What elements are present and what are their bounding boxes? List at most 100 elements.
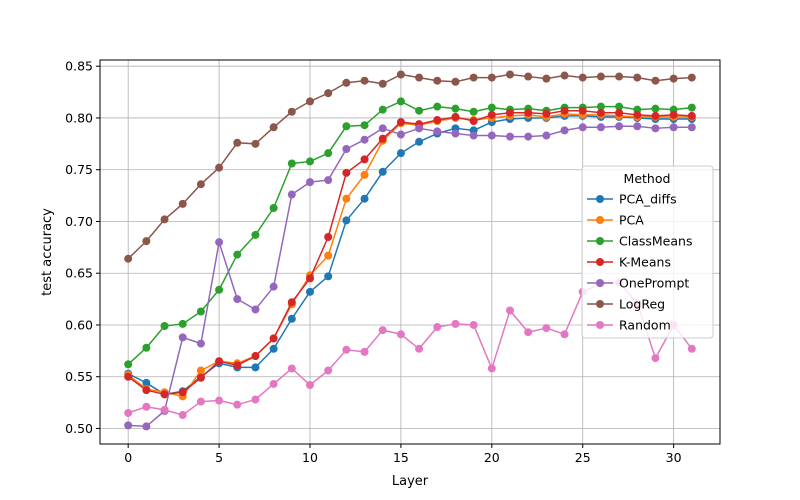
legend-label: PCA (619, 213, 644, 228)
data-point-k-means (687, 111, 696, 120)
data-point-oneprompt (196, 339, 205, 348)
data-point-random (687, 344, 696, 353)
data-point-classmeans (306, 157, 314, 166)
x-tick-label: 15 (393, 450, 409, 465)
data-point-pca-diffs (324, 272, 333, 281)
data-point-classmeans (469, 107, 478, 116)
data-point-random (324, 366, 333, 375)
data-point-k-means (615, 108, 624, 117)
data-point-random (306, 381, 314, 390)
data-point-classmeans (687, 103, 696, 112)
data-point-k-means (269, 334, 278, 343)
legend-entry-oneprompt: OnePrompt (587, 276, 689, 291)
y-tick-label: 0.65 (65, 266, 93, 281)
data-point-oneprompt (215, 238, 224, 247)
data-point-oneprompt (233, 295, 242, 304)
data-point-logreg (124, 254, 133, 263)
legend-entry-pca-diffs: PCA_diffs (587, 192, 677, 207)
data-point-random (415, 344, 424, 353)
data-point-classmeans (396, 97, 405, 106)
data-point-logreg (651, 76, 660, 85)
data-point-random (506, 306, 514, 315)
data-point-logreg (378, 79, 387, 88)
data-point-oneprompt (342, 145, 351, 154)
data-point-k-means (233, 361, 242, 370)
data-point-classmeans (215, 285, 224, 294)
data-point-logreg (196, 180, 205, 189)
x-tick-label: 0 (124, 450, 132, 465)
data-point-classmeans (615, 102, 624, 111)
data-point-classmeans (342, 122, 351, 131)
series-logreg (124, 70, 696, 263)
data-point-pca-diffs (269, 344, 278, 353)
data-point-oneprompt (651, 124, 660, 133)
data-point-pca (342, 194, 351, 203)
data-point-oneprompt (251, 305, 260, 314)
y-tick-label: 0.60 (65, 317, 93, 332)
y-tick-label: 0.80 (65, 110, 93, 125)
data-point-random (524, 328, 533, 337)
data-point-classmeans (415, 106, 424, 115)
data-point-pca (196, 366, 205, 375)
data-point-k-means (542, 109, 551, 118)
data-point-oneprompt (633, 122, 642, 131)
data-point-classmeans (451, 104, 460, 113)
data-point-logreg (560, 71, 569, 80)
data-point-oneprompt (433, 127, 442, 136)
y-tick-label: 0.75 (65, 162, 93, 177)
data-point-oneprompt (142, 422, 151, 431)
data-point-k-means (160, 390, 169, 399)
legend-box (581, 165, 714, 339)
legend-swatch-marker (596, 300, 604, 308)
data-point-k-means (196, 373, 205, 382)
data-point-random (396, 330, 405, 339)
data-point-oneprompt (578, 123, 587, 132)
data-point-k-means (469, 117, 478, 126)
x-tick-label: 25 (575, 450, 591, 465)
data-point-k-means (378, 134, 387, 143)
data-point-k-means (669, 110, 678, 119)
data-point-oneprompt (524, 132, 533, 141)
data-point-random (360, 347, 369, 356)
data-point-logreg (415, 73, 424, 82)
data-point-logreg (324, 89, 333, 98)
data-point-pca (360, 170, 369, 179)
legend-swatch-marker (596, 237, 604, 245)
data-point-logreg (178, 199, 187, 208)
y-tick-label: 0.70 (65, 214, 93, 229)
data-point-classmeans (596, 102, 605, 111)
data-point-k-means (524, 108, 533, 117)
y-tick-label: 0.50 (65, 421, 93, 436)
data-point-logreg (633, 73, 642, 82)
data-point-logreg (469, 73, 478, 82)
data-point-oneprompt (560, 126, 569, 135)
data-point-classmeans (487, 103, 496, 112)
data-point-logreg (524, 72, 533, 81)
data-point-k-means (487, 110, 496, 119)
data-point-classmeans (178, 319, 187, 328)
data-point-pca-diffs (360, 194, 369, 203)
data-point-oneprompt (124, 421, 133, 430)
data-point-oneprompt (324, 176, 333, 185)
data-point-classmeans (196, 307, 205, 316)
legend-swatch-marker (596, 216, 604, 224)
legend-label: LogReg (619, 297, 665, 312)
data-point-random (160, 405, 169, 414)
legend-swatch-marker (596, 321, 604, 329)
legend-label: K-Means (619, 255, 671, 270)
data-point-k-means (306, 274, 314, 283)
y-axis-label: test accuracy (40, 208, 55, 296)
data-point-random (142, 402, 151, 411)
data-point-logreg (596, 72, 605, 81)
legend-label: ClassMeans (619, 234, 692, 249)
legend-entry-logreg: LogReg (587, 297, 665, 312)
legend-label: PCA_diffs (619, 192, 677, 207)
data-point-k-means (433, 116, 442, 125)
data-point-logreg (687, 73, 696, 82)
data-point-k-means (251, 352, 260, 361)
data-point-pca (324, 251, 333, 260)
data-point-classmeans (651, 104, 660, 113)
data-point-k-means (651, 111, 660, 120)
data-point-oneprompt (178, 333, 187, 342)
